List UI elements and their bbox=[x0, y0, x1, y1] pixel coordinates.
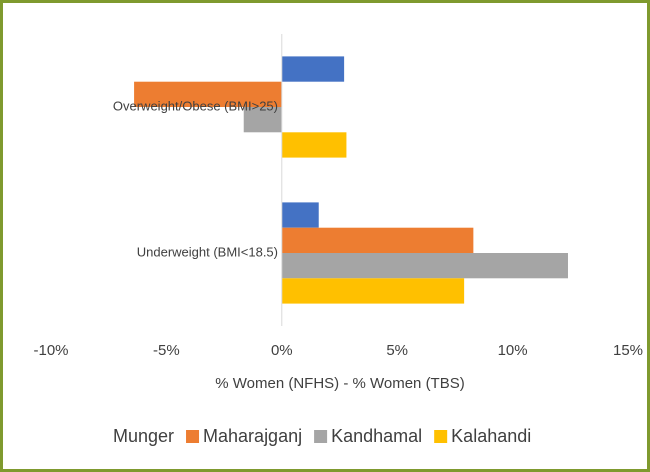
bar bbox=[243, 107, 282, 133]
bar bbox=[281, 278, 465, 304]
category-label: Overweight/Obese (BMI>25) bbox=[113, 98, 278, 113]
x-tick-label: -10% bbox=[33, 342, 68, 359]
x-tick-label: -5% bbox=[153, 342, 180, 359]
legend-swatch bbox=[314, 430, 328, 443]
bar bbox=[281, 227, 474, 253]
x-tick-label: 15% bbox=[613, 342, 643, 359]
x-axis-title: % Women (NFHS) - % Women (TBS) bbox=[215, 375, 464, 392]
legend-label: Kandhamal bbox=[331, 426, 422, 446]
legend-swatch bbox=[186, 430, 200, 443]
category-label: Underweight (BMI<18.5) bbox=[137, 244, 278, 259]
bar bbox=[281, 202, 319, 228]
bar bbox=[281, 253, 568, 279]
bar bbox=[281, 56, 345, 82]
x-tick-label: 0% bbox=[271, 342, 293, 359]
legend-label: Kalahandi bbox=[451, 426, 531, 446]
x-tick-label: 5% bbox=[386, 342, 408, 359]
legend-label: Maharajganj bbox=[203, 426, 302, 446]
legend-swatch bbox=[434, 430, 448, 443]
bar bbox=[281, 132, 347, 158]
legend-label: Munger bbox=[113, 426, 174, 446]
x-tick-label: 10% bbox=[498, 342, 528, 359]
bar bbox=[134, 81, 282, 107]
